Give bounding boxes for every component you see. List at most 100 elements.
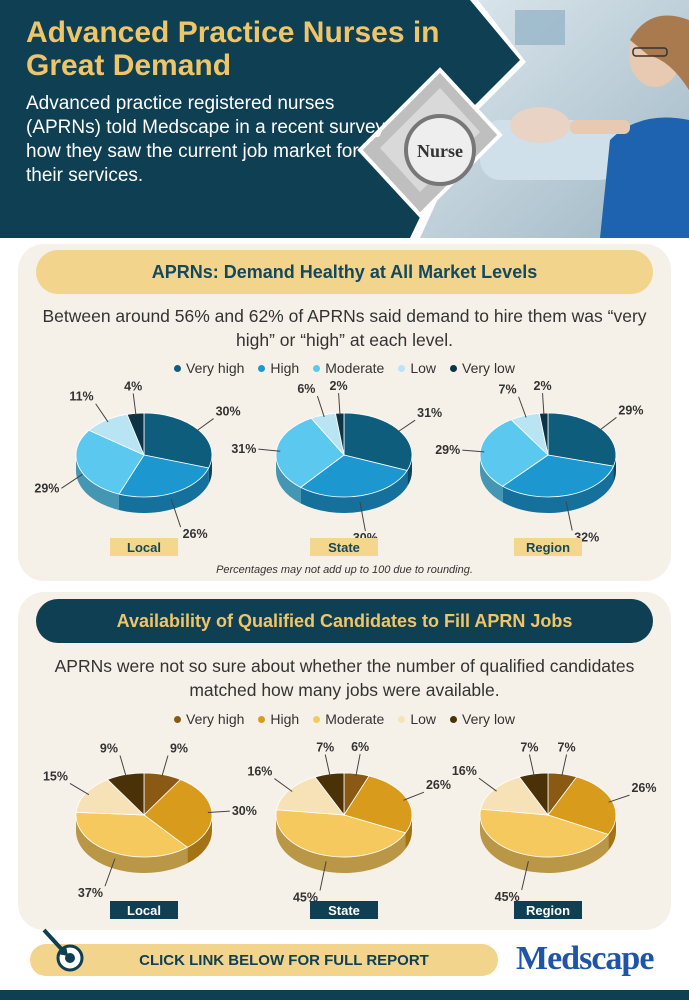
pie-slice xyxy=(479,808,609,858)
pie-slice xyxy=(106,772,145,816)
series-label: State xyxy=(310,538,378,556)
pie-slice-side xyxy=(608,815,616,851)
leader-line xyxy=(170,499,182,528)
pie-data-label: 4% xyxy=(124,379,142,393)
pie-data-label: 29% xyxy=(34,481,59,495)
leader-line xyxy=(324,754,331,777)
pie-data-label: 15% xyxy=(43,769,68,783)
pie-slice xyxy=(343,775,413,834)
legend-label: Moderate xyxy=(325,360,385,376)
pie-data-label: 26% xyxy=(426,778,451,792)
pie-data-label: 7% xyxy=(558,740,576,754)
pie-slice-side xyxy=(276,815,406,873)
legend-label: High xyxy=(270,711,300,727)
pie-slice xyxy=(118,454,210,498)
legend-item: Very high xyxy=(174,360,244,376)
series-label: Region xyxy=(514,538,582,556)
legend-swatch xyxy=(313,364,321,372)
legend-swatch xyxy=(258,715,266,723)
leader-line xyxy=(258,448,281,452)
pie-slice-side xyxy=(480,815,609,873)
pie-slice-side xyxy=(405,815,412,849)
leader-line xyxy=(598,417,617,432)
pie-slice xyxy=(143,412,213,469)
leader-line xyxy=(104,858,116,887)
leader-line xyxy=(207,810,230,813)
demand-panel xyxy=(18,244,671,581)
pie-data-label: 29% xyxy=(618,403,643,417)
legend-item: Low xyxy=(398,711,436,727)
pie-slice xyxy=(299,454,408,498)
legend-item: Very low xyxy=(450,360,515,376)
legend-item: Moderate xyxy=(313,711,384,727)
pie-slice xyxy=(547,412,617,467)
pie-data-label: 7% xyxy=(316,740,334,754)
page-title: Advanced Practice Nurses in Great Demand xyxy=(26,16,440,82)
legend-label: High xyxy=(270,360,300,376)
pie-data-label: 45% xyxy=(495,890,520,904)
leader-line xyxy=(61,473,83,489)
legend-label: Low xyxy=(410,711,437,727)
leader-line xyxy=(542,393,545,416)
leader-line xyxy=(132,393,137,416)
leader-line xyxy=(274,778,293,792)
series-label: State xyxy=(310,901,378,919)
pie-slice xyxy=(343,412,413,471)
legend-label: Very low xyxy=(462,360,515,376)
leader-line xyxy=(119,755,127,777)
pie-data-label: 16% xyxy=(452,764,477,778)
page-subtitle: Advanced practice registered nurses (APR… xyxy=(26,93,386,186)
full-report-button[interactable]: CLICK LINK BELOW FOR FULL REPORT xyxy=(30,944,498,976)
pie-data-label: 11% xyxy=(69,390,93,404)
footer-bar xyxy=(0,990,689,1000)
legend-item: High xyxy=(258,360,299,376)
pie-data-label: 2% xyxy=(330,379,348,393)
leader-line xyxy=(565,501,573,531)
legend-swatch xyxy=(174,715,182,723)
leader-line xyxy=(521,860,529,891)
medscape-logo: Medscape xyxy=(516,940,654,977)
pie-slice xyxy=(501,454,615,498)
pie-data-label: 31% xyxy=(231,442,256,456)
pie-data-label: 30% xyxy=(216,405,241,419)
legend-swatch xyxy=(174,364,182,372)
pie-data-label: 9% xyxy=(170,741,188,755)
legend-swatch xyxy=(313,715,321,723)
pie-slice-side xyxy=(76,815,188,873)
legend-swatch xyxy=(258,364,266,372)
pie-data-label: 6% xyxy=(297,382,315,396)
pie-slice-side xyxy=(300,470,408,513)
legend-item: Low xyxy=(398,360,436,376)
leader-line xyxy=(359,501,366,532)
leader-line xyxy=(478,777,497,792)
leader-line xyxy=(95,403,109,423)
leader-line xyxy=(518,396,527,418)
pie-slice xyxy=(275,809,407,858)
pie-data-label: 31% xyxy=(417,406,442,420)
pie-slice xyxy=(75,429,145,495)
pie-data-label: 7% xyxy=(520,740,538,754)
leader-line xyxy=(338,393,341,416)
header-banner: Nurse Advanced Practice Nurses in Great … xyxy=(0,0,689,238)
leader-line xyxy=(316,395,325,418)
legend-label: Very low xyxy=(462,711,515,727)
legend-swatch xyxy=(450,715,458,723)
pie-data-label: 29% xyxy=(435,443,460,457)
pie-data-label: 26% xyxy=(631,781,656,795)
availability-description: APRNs were not so sure about whether the… xyxy=(54,656,635,700)
pie-data-label: 30% xyxy=(232,804,257,818)
leader-line xyxy=(608,794,630,803)
leader-line xyxy=(69,783,90,796)
series-label: Local xyxy=(110,538,178,556)
leader-line xyxy=(396,419,416,433)
pie-data-label: 9% xyxy=(100,741,118,755)
availability-panel xyxy=(18,592,671,930)
leader-line xyxy=(161,755,169,777)
pie-data-label: 2% xyxy=(534,379,552,393)
pie-data-label: 7% xyxy=(499,383,517,397)
legend-swatch xyxy=(450,364,458,372)
pie-slice xyxy=(75,811,189,858)
demand-section-title: APRNs: Demand Healthy at All Market Leve… xyxy=(36,250,653,294)
legend-item: Very low xyxy=(450,711,515,727)
demand-description: Between around 56% and 62% of APRNs said… xyxy=(42,306,647,350)
